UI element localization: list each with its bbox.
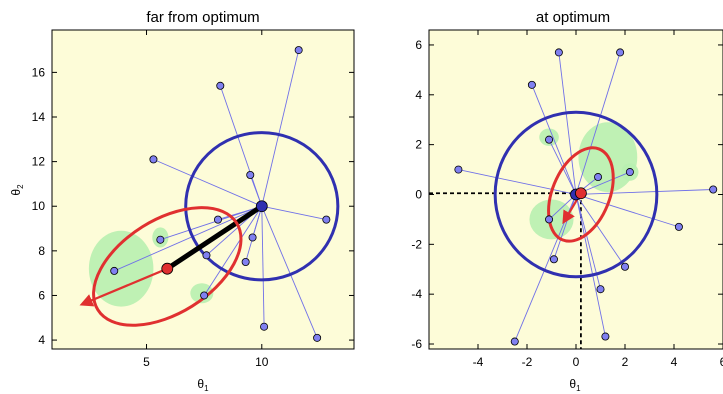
left-spoke-line — [219, 85, 263, 207]
left-x-tick-label: 10 — [255, 355, 269, 369]
right-spoke-line — [575, 52, 621, 195]
left-mean-point — [161, 262, 174, 275]
left-y-tick-label: 6 — [38, 288, 45, 302]
right-blue-circle — [493, 110, 659, 279]
left-data-point — [200, 291, 209, 300]
right-data-point — [510, 337, 519, 346]
right-chart-title: at optimum — [536, 9, 610, 26]
right-mean-point — [575, 187, 587, 200]
left-spoke-line — [261, 206, 318, 339]
left-data-point — [313, 333, 322, 342]
left-data-point — [248, 233, 257, 242]
left-gradient-arrow — [79, 267, 168, 307]
right-data-point — [621, 262, 630, 271]
left-y-tick-label: 16 — [32, 65, 46, 79]
right-data-point — [709, 185, 718, 194]
right-x-axis-label: θ1 — [569, 377, 581, 393]
right-spoke-line — [575, 194, 606, 337]
right-spoke-line — [553, 194, 577, 260]
right-y-tick-label: 2 — [415, 138, 422, 152]
right-spoke-line — [575, 189, 714, 195]
right-y-tick-label: 6 — [415, 38, 422, 52]
right-data-point — [545, 215, 554, 224]
right-spoke-line — [575, 194, 626, 268]
left-y-axis-label: θ2 — [9, 184, 25, 196]
left-y-tick-label: 4 — [38, 333, 45, 347]
left-data-point — [110, 266, 119, 275]
right-y-tick-label: -2 — [411, 237, 422, 251]
right-data-point — [454, 165, 463, 174]
right-data-point — [601, 332, 610, 341]
left-connector-line — [164, 203, 265, 272]
left-spoke-line — [114, 205, 262, 272]
right-x-tick-label: 6 — [720, 355, 723, 369]
right-data-point — [616, 48, 625, 57]
left-y-tick-label: 8 — [38, 244, 45, 258]
right-spoke-line — [531, 84, 577, 195]
right-spoke-line — [558, 52, 577, 195]
left-spoke-line — [153, 158, 262, 207]
right-data-point — [674, 222, 683, 231]
left-spoke-line — [261, 205, 327, 221]
right-panel: at optimum -4 -2 0 2 4 6 -6 -4 -2 0 2 4 6 θ1 — [411, 9, 723, 393]
left-chart-title: far from optimum — [146, 9, 259, 26]
left-red-ellipse — [92, 206, 243, 327]
left-data-point — [213, 215, 222, 224]
right-y-tick-label: -6 — [411, 337, 422, 351]
right-red-ellipse — [547, 146, 615, 243]
right-data-point — [594, 173, 603, 182]
left-y-tick-label: 10 — [32, 199, 46, 213]
left-data-point — [202, 251, 211, 260]
right-y-tick-label: 4 — [415, 88, 422, 102]
left-green-blob — [88, 230, 154, 307]
left-data-point — [241, 257, 250, 266]
right-x-tick-label: -2 — [522, 355, 533, 369]
left-data-point — [246, 170, 255, 179]
left-spoke-line — [203, 205, 263, 296]
left-data-point — [322, 215, 331, 224]
left-y-tick-label: 14 — [32, 110, 46, 124]
right-y-tick-label: -4 — [411, 287, 422, 301]
right-x-tick-label: 4 — [671, 355, 678, 369]
right-y-tick-label: 0 — [415, 187, 422, 201]
left-y-tick-label: 12 — [32, 155, 46, 169]
right-data-point — [596, 285, 605, 294]
left-panel: far from optimum 5 10 4 6 8 10 12 14 16 θ1 θ2 — [9, 9, 355, 393]
left-x-axis-label: θ1 — [197, 377, 209, 393]
left-x-tick-label: 5 — [143, 355, 150, 369]
left-center-point — [255, 200, 268, 213]
right-data-point — [549, 255, 558, 264]
left-data-point — [216, 81, 225, 90]
right-data-point — [625, 168, 634, 177]
left-blue-circle — [184, 131, 340, 282]
right-spoke-line — [548, 194, 577, 220]
left-data-point — [294, 46, 303, 55]
left-data-point — [156, 235, 165, 244]
left-spoke-line — [261, 49, 300, 207]
left-spoke-line — [160, 205, 262, 241]
right-x-tick-label: 2 — [622, 355, 629, 369]
right-data-point — [527, 80, 536, 89]
right-x-tick-label: 0 — [573, 355, 580, 369]
right-data-point — [554, 48, 563, 57]
right-spoke-line — [575, 194, 680, 228]
left-data-point — [260, 322, 269, 331]
right-data-point — [545, 135, 554, 144]
left-data-point — [149, 155, 158, 164]
right-spoke-line — [458, 169, 577, 195]
right-x-tick-label: -4 — [473, 355, 484, 369]
left-spoke-line — [261, 206, 265, 327]
